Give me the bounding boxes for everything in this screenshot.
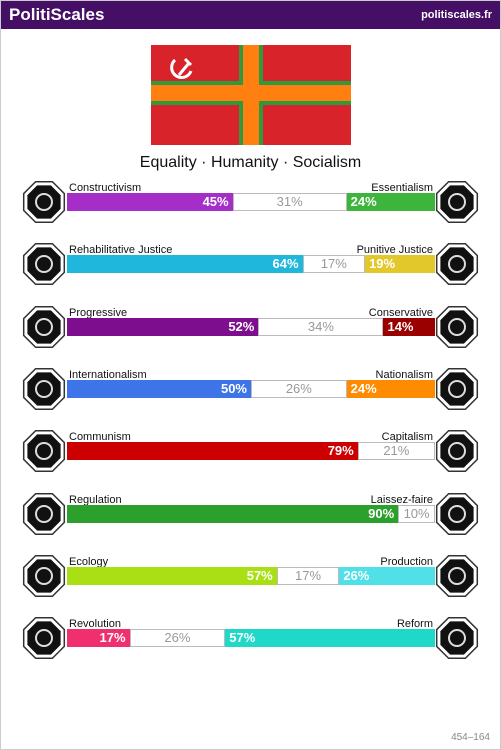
right-segment: 57% — [225, 629, 435, 648]
right-label: Reform — [396, 618, 433, 631]
site-link[interactable]: politiscales.fr — [421, 9, 492, 21]
right-label: Conservative — [368, 306, 433, 319]
middle-segment: 17% — [276, 566, 340, 585]
axis-icon — [22, 492, 66, 535]
middle-segment: 31% — [232, 193, 347, 211]
axis-icon — [435, 554, 479, 597]
axis-icon — [435, 180, 479, 224]
header-bar: PolitiScales politiscales.fr — [1, 1, 500, 29]
left-segment: 57% — [67, 566, 277, 585]
right-label: Production — [380, 555, 433, 568]
percent-label: 19% — [369, 256, 396, 272]
percent-label: 90% — [368, 505, 395, 521]
axis-icon — [435, 617, 479, 660]
percent-label: 24% — [350, 194, 377, 209]
axis-icon — [435, 430, 479, 473]
right-segment: 26% — [339, 566, 435, 585]
percent-label: 26% — [285, 380, 312, 396]
left-segment: 90% — [67, 504, 399, 523]
axis-icon — [435, 367, 479, 410]
percent-label: 17% — [295, 567, 322, 583]
left-segment: 64% — [67, 255, 303, 274]
axis-icon — [22, 243, 66, 286]
percent-label: 24% — [350, 380, 377, 396]
left-label: Communism — [69, 431, 131, 444]
axis-icon — [22, 430, 66, 473]
percent-label: 14% — [387, 318, 414, 334]
percent-label: 31% — [276, 194, 303, 209]
right-segment: 24% — [346, 193, 435, 211]
right-label: Capitalism — [381, 431, 433, 444]
middle-segment: 26% — [251, 379, 347, 398]
middle-segment: 10% — [398, 504, 435, 523]
middle-segment: 17% — [302, 255, 366, 274]
app-title: PolitiScales — [9, 5, 105, 24]
right-label: Laissez-faire — [370, 493, 433, 506]
middle-segment: 34% — [258, 317, 384, 336]
percent-label: 26% — [343, 567, 370, 583]
left-segment: 52% — [67, 317, 259, 336]
left-segment: 50% — [67, 379, 251, 398]
left-label: Revolution — [69, 618, 121, 631]
left-label: Constructivism — [69, 182, 142, 194]
axis-icon — [435, 492, 479, 535]
percent-label: 57% — [246, 567, 273, 583]
left-segment: 17% — [67, 629, 130, 648]
percent-label: 57% — [229, 630, 256, 646]
left-segment: 79% — [67, 442, 358, 461]
axis-icon — [435, 243, 479, 286]
right-segment: 24% — [346, 379, 435, 398]
right-label: Essentialism — [371, 182, 433, 194]
percent-label: 21% — [383, 443, 410, 459]
middle-segment: 21% — [357, 442, 435, 461]
right-segment: 14% — [383, 317, 435, 336]
axis-icon — [22, 617, 66, 660]
right-label: Punitive Justice — [356, 244, 433, 257]
percent-label: 50% — [220, 380, 247, 396]
left-label: Progressive — [69, 306, 128, 319]
percent-label: 17% — [320, 256, 347, 272]
percent-label: 34% — [307, 318, 334, 334]
flag — [151, 45, 351, 145]
middle-segment: 26% — [129, 629, 226, 648]
footer-code: 454–164 — [451, 732, 490, 743]
percent-label: 17% — [99, 630, 126, 646]
axis-icon — [22, 305, 66, 348]
left-label: Regulation — [69, 493, 122, 506]
left-label: Ecology — [69, 555, 109, 568]
percent-label: 26% — [164, 630, 191, 646]
percent-label: 45% — [202, 194, 229, 209]
percent-label: 79% — [327, 443, 354, 459]
axis-icon — [435, 305, 479, 348]
percent-label: 10% — [403, 505, 430, 521]
left-segment: 45% — [67, 193, 233, 211]
axis-icon — [22, 554, 66, 597]
right-segment: 19% — [365, 255, 435, 274]
right-label: Nationalism — [375, 368, 433, 381]
axis-icon — [22, 180, 66, 224]
left-label: Rehabilitative Justice — [69, 244, 173, 257]
axis-icon — [22, 367, 66, 410]
motto: Equality · Humanity · Socialism — [139, 154, 362, 171]
left-label: Internationalism — [69, 368, 147, 381]
percent-label: 52% — [228, 318, 255, 334]
percent-label: 64% — [272, 256, 299, 272]
